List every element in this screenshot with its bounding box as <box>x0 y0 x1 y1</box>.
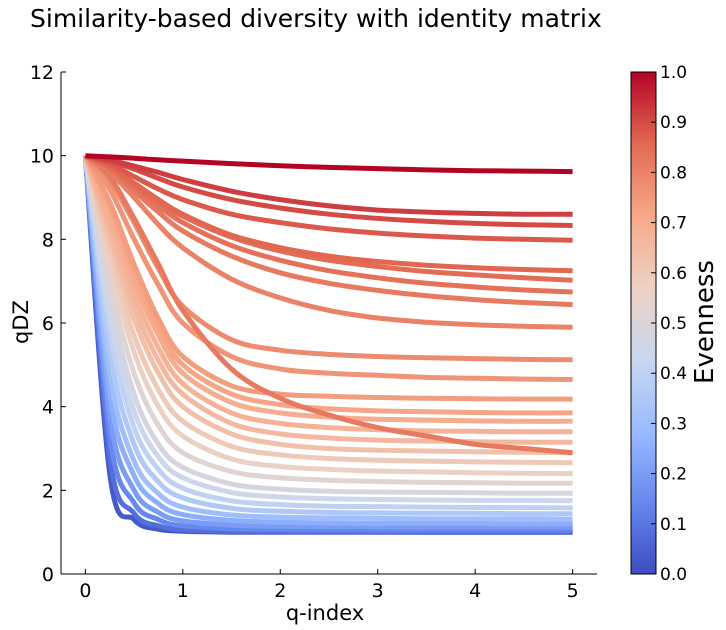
series-line <box>84 153 573 243</box>
series-line <box>84 153 573 308</box>
series-line <box>83 154 573 424</box>
colorbar: 0.0 0.1 0.2 0.3 0.4 0.5 0.6 0.7 0.8 0.9 1.0 <box>630 63 687 585</box>
x-tick-label: 3 <box>372 580 384 602</box>
series-line <box>83 153 573 456</box>
colorbar-label: Evenness <box>690 260 720 384</box>
series-line <box>82 155 573 456</box>
colorbar-tick-label: 0.3 <box>660 414 687 434</box>
series-line <box>82 155 573 522</box>
x-tick-label: 2 <box>274 580 286 602</box>
series-layer <box>82 153 573 535</box>
x-axis-label: q-index <box>286 601 364 625</box>
series-line <box>82 155 573 511</box>
colorbar-tick-label: 0.2 <box>660 465 687 485</box>
series-line <box>84 153 573 228</box>
chart-title: Similarity-based diversity with identity… <box>30 4 602 33</box>
series-line <box>82 155 573 527</box>
series-line <box>82 155 573 466</box>
colorbar-tick-label: 0.9 <box>660 113 687 133</box>
x-tick-label: 5 <box>567 580 579 602</box>
series-line <box>84 153 573 217</box>
series-line <box>85 153 573 175</box>
series-line <box>82 155 573 533</box>
y-tick-label: 2 <box>42 480 54 502</box>
series-line <box>84 153 573 274</box>
x-tick-label: 4 <box>469 580 481 602</box>
y-axis-label: qDZ <box>9 300 33 344</box>
series-line <box>83 154 573 416</box>
series-line <box>83 154 573 435</box>
series-line <box>83 153 573 330</box>
x-tick-label: 0 <box>79 580 91 602</box>
colorbar-tick-label: 0.7 <box>660 214 687 234</box>
y-tick-label: 4 <box>42 397 54 419</box>
series-line <box>83 154 573 382</box>
y-tick-label: 10 <box>30 146 54 168</box>
series-line <box>82 155 573 486</box>
y-tick-label: 8 <box>42 229 54 251</box>
series-line <box>82 155 573 496</box>
colorbar-tick-label: 1.0 <box>660 63 687 83</box>
colorbar-tick-label: 0.6 <box>660 264 687 284</box>
series-line <box>83 154 573 402</box>
series-line <box>82 155 573 477</box>
colorbar-tick-label: 0.1 <box>660 515 687 535</box>
series-line <box>82 155 573 504</box>
colorbar-tick-label: 0.0 <box>660 565 687 585</box>
y-tick-label: 6 <box>42 313 54 335</box>
y-tick-label: 0 <box>42 564 54 586</box>
colorbar-tick-label: 0.5 <box>660 314 687 334</box>
x-tick-label: 1 <box>177 580 189 602</box>
colorbar-tick-label: 0.8 <box>660 163 687 183</box>
series-line <box>82 155 573 530</box>
series-line <box>82 155 573 517</box>
colorbar-tick-label: 0.4 <box>660 364 687 384</box>
y-tick-label: 12 <box>30 62 54 84</box>
